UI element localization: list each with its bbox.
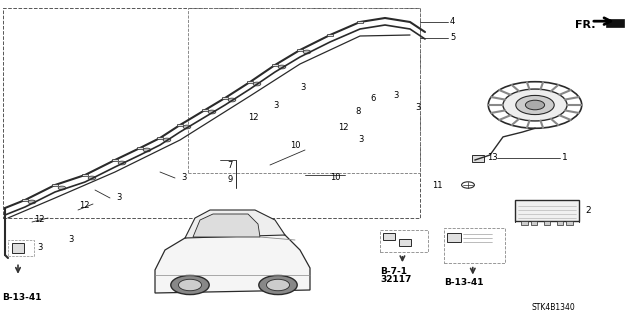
Bar (522, 221, 528, 225)
Bar (327, 34, 333, 36)
Text: B-7-1: B-7-1 (380, 267, 407, 276)
Text: B-13-41: B-13-41 (444, 278, 483, 287)
Circle shape (253, 82, 261, 86)
Text: FR.: FR. (575, 20, 595, 30)
Text: 1: 1 (562, 153, 568, 162)
Bar (297, 49, 303, 51)
Text: 11: 11 (432, 181, 442, 189)
Text: 6: 6 (370, 93, 376, 102)
Circle shape (58, 186, 66, 190)
Text: 10: 10 (290, 140, 301, 150)
Bar (531, 221, 538, 225)
Circle shape (525, 100, 545, 110)
Bar (177, 124, 183, 126)
Text: 13: 13 (487, 153, 498, 162)
Text: 32117: 32117 (380, 275, 412, 284)
Text: 3: 3 (116, 194, 122, 203)
Bar (557, 221, 563, 225)
Text: 8: 8 (355, 108, 360, 116)
Circle shape (259, 275, 297, 294)
Circle shape (163, 138, 171, 142)
Text: 3: 3 (415, 103, 420, 113)
Bar (12, 243, 24, 253)
Circle shape (461, 182, 474, 188)
Bar (188, 8, 420, 173)
Text: 12: 12 (338, 123, 349, 132)
Bar (380, 230, 428, 252)
Text: 3: 3 (358, 136, 364, 145)
Text: 7: 7 (227, 160, 232, 169)
Bar (566, 221, 573, 225)
Circle shape (143, 148, 151, 152)
Text: 3: 3 (300, 84, 305, 93)
Circle shape (303, 50, 311, 54)
Circle shape (266, 279, 289, 291)
Text: B-13-41: B-13-41 (2, 293, 42, 302)
Circle shape (228, 98, 236, 102)
Bar (544, 221, 550, 225)
Text: 12: 12 (79, 201, 90, 210)
Circle shape (179, 279, 202, 291)
Circle shape (171, 275, 209, 294)
Bar (247, 81, 253, 83)
Text: 3: 3 (393, 91, 398, 100)
Text: STK4B1340: STK4B1340 (532, 303, 576, 313)
Polygon shape (155, 226, 310, 293)
Text: 3: 3 (181, 174, 187, 182)
Circle shape (503, 89, 567, 121)
Bar (472, 155, 484, 162)
Text: 2: 2 (586, 206, 591, 215)
Text: 4: 4 (450, 18, 455, 26)
Bar (137, 147, 143, 149)
Circle shape (208, 110, 216, 114)
Circle shape (88, 176, 96, 180)
Circle shape (183, 125, 191, 129)
Text: 5: 5 (450, 33, 455, 42)
Bar (202, 109, 208, 111)
Bar (52, 184, 58, 186)
Bar (357, 21, 363, 23)
Polygon shape (193, 214, 260, 237)
Bar (3, 8, 420, 218)
Bar (444, 228, 505, 263)
Polygon shape (185, 210, 285, 238)
Text: 3: 3 (37, 243, 43, 253)
Text: 12: 12 (34, 216, 45, 225)
Bar (22, 199, 28, 201)
Bar (447, 233, 461, 242)
Text: 10: 10 (330, 174, 340, 182)
Text: 3: 3 (273, 100, 278, 109)
Bar (515, 200, 579, 221)
Circle shape (118, 161, 126, 165)
Bar (82, 174, 88, 176)
Bar (605, 19, 623, 26)
Circle shape (278, 65, 286, 69)
Bar (222, 97, 228, 99)
Bar (8, 240, 34, 256)
Text: 12: 12 (248, 114, 259, 122)
Text: 9: 9 (227, 175, 232, 184)
Text: 3: 3 (68, 235, 74, 244)
Bar (112, 159, 118, 161)
Bar (383, 233, 395, 240)
Bar (272, 64, 278, 66)
Bar (157, 137, 163, 139)
Bar (399, 239, 411, 246)
Circle shape (28, 200, 36, 204)
Circle shape (516, 95, 554, 115)
